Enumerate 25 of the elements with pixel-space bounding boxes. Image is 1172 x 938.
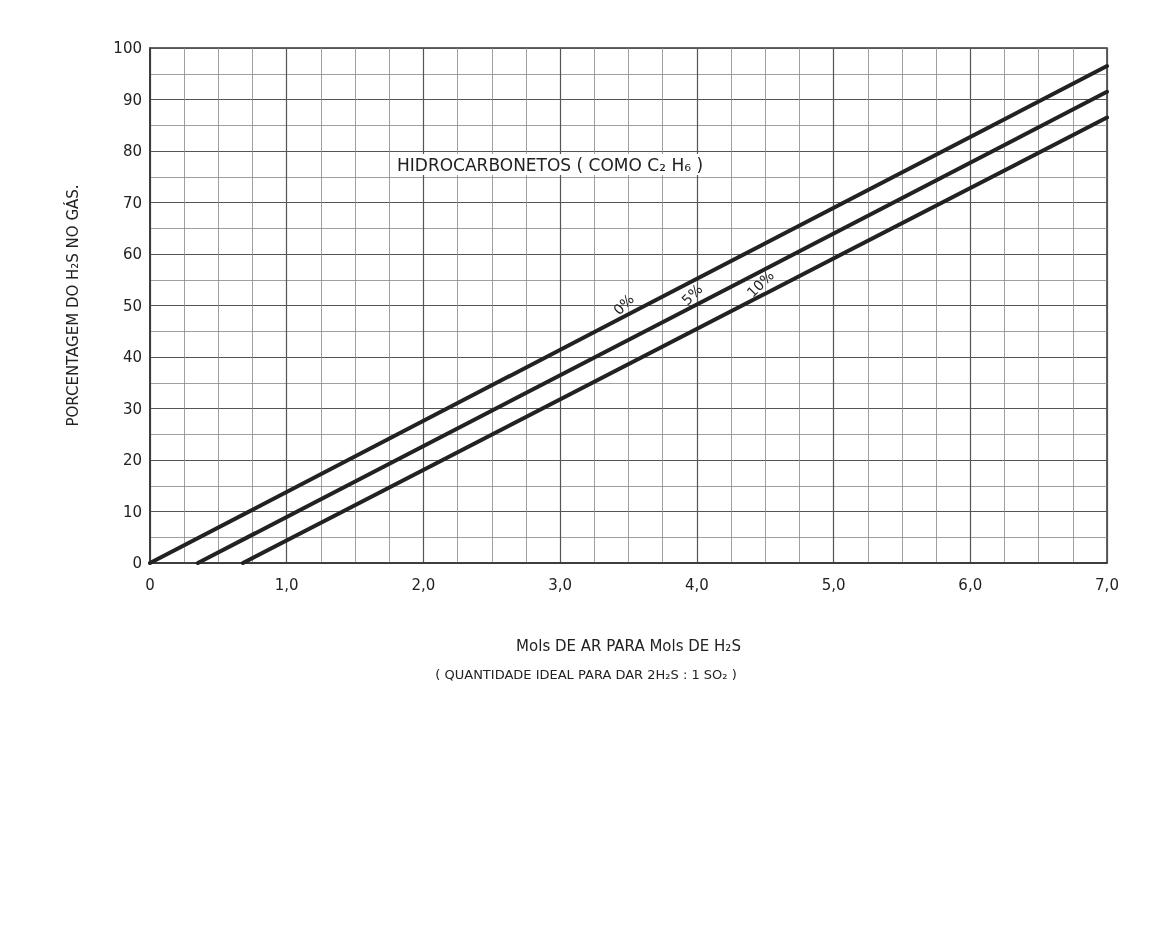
text: 0% <box>610 290 638 318</box>
y-tick-label: 70 <box>122 193 142 212</box>
y-tick-label: 60 <box>122 245 142 263</box>
x-tick-label: 3,0 <box>548 575 573 594</box>
y-tick-label: 100 <box>113 39 142 57</box>
x-tick-label: 1,0 <box>274 575 299 594</box>
x-tick-label: 4,0 <box>684 575 709 594</box>
y-tick-label: 90 <box>122 90 142 109</box>
x-axis-title: Mols DE AR PARA Mols DE H₂S <box>516 636 741 655</box>
y-tick-label: 0 <box>132 554 142 572</box>
y-tick-label: 50 <box>122 296 142 315</box>
text: ( QUANTIDADE IDEAL PARA DAR 2H₂S : 1 SO₂ ) <box>435 667 737 682</box>
x-tick-label: 6,0 <box>958 575 983 594</box>
y-tick-label: 80 <box>122 142 142 160</box>
y-axis-title: PORCENTAGEM DO H₂S NO GÁS. <box>62 184 82 427</box>
text: 5% <box>678 281 706 309</box>
annotation: HIDROCARBONETOS ( COMO C₂ H₆ ) <box>397 154 704 175</box>
y-tick-label: 30 <box>122 399 142 418</box>
y-tick-label: 20 <box>122 451 142 469</box>
x-tick-label: 2,0 <box>411 575 436 594</box>
x-tick-label: 0 <box>145 575 155 594</box>
y-tick-label: 40 <box>122 348 142 366</box>
x-tick-label: 5,0 <box>821 575 846 594</box>
y-tick-label: 10 <box>122 502 142 521</box>
x-tick-label: 7,0 <box>1095 575 1119 594</box>
